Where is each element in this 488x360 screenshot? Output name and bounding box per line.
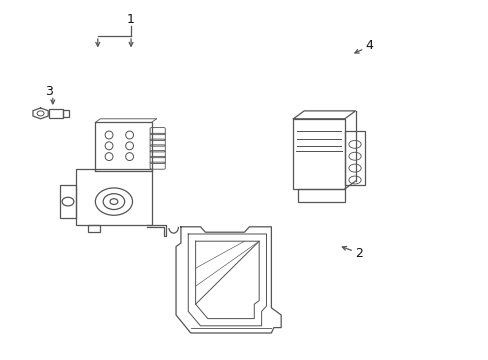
Bar xyxy=(76,169,151,225)
Bar xyxy=(298,189,344,202)
Bar xyxy=(293,119,344,189)
Bar xyxy=(63,110,69,117)
Bar xyxy=(88,225,100,232)
Bar xyxy=(95,122,151,171)
Bar xyxy=(60,185,76,218)
Bar xyxy=(344,131,365,185)
Text: 4: 4 xyxy=(365,39,372,51)
Text: 1: 1 xyxy=(127,13,135,26)
Text: 2: 2 xyxy=(355,247,363,260)
Bar xyxy=(49,109,63,118)
Text: 3: 3 xyxy=(45,85,53,98)
